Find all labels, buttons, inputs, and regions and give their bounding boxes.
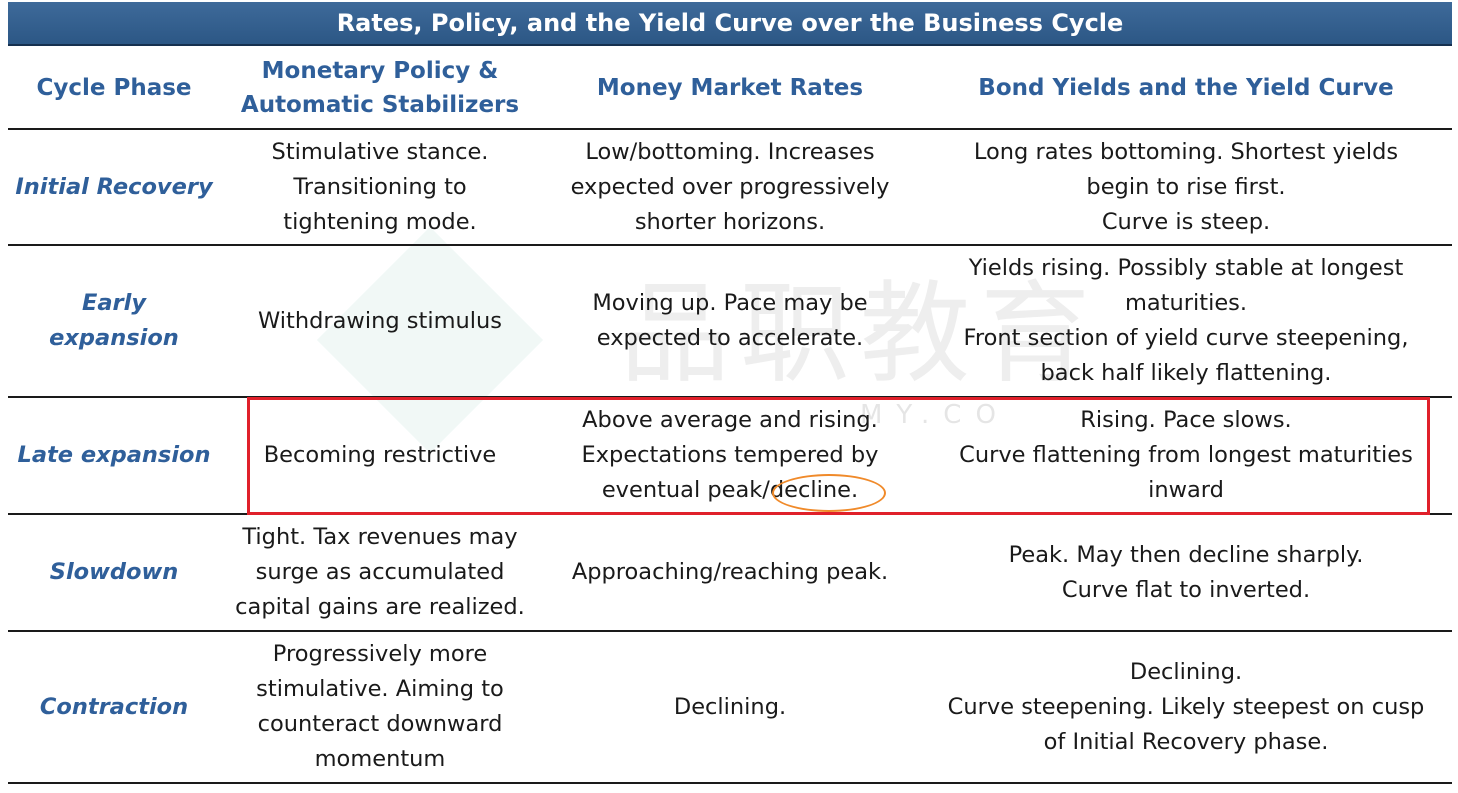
business-cycle-table: Cycle Phase Monetary Policy & Automatic … [8, 48, 1452, 784]
bond-yield-cell: Peak. May then decline sharply. Curve fl… [1008, 541, 1364, 603]
phase-cell: Early expansion [49, 290, 179, 351]
table-row-initial-recovery: Initial Recovery Stimulative stance. Tra… [8, 130, 1452, 246]
table-row-contraction: Contraction Progressively more stimulati… [8, 632, 1452, 784]
policy-cell: Withdrawing stimulus [258, 307, 502, 334]
phase-cell: Late expansion [17, 442, 211, 468]
phase-cell: Contraction [39, 693, 189, 720]
phase-cell: Slowdown [49, 559, 179, 585]
money-market-cell: Moving up. Pace may be expected to accel… [592, 290, 868, 351]
column-header-monetary-policy: Monetary Policy & Automatic Stabilizers [240, 58, 520, 118]
phase-cell: Initial Recovery [15, 173, 213, 200]
bond-yield-cell: Long rates bottoming. Shortest yields be… [973, 138, 1399, 235]
money-market-cell: Declining. [673, 693, 787, 720]
table-header-row: Cycle Phase Monetary Policy & Automatic … [8, 48, 1452, 130]
table-title: Rates, Policy, and the Yield Curve over … [8, 2, 1452, 46]
policy-cell: Stimulative stance. Transitioning to tig… [271, 138, 489, 235]
column-header-money-market-rates: Money Market Rates [596, 75, 864, 101]
table-row-early-expansion: Early expansion Withdrawing stimulus Mov… [8, 246, 1452, 398]
column-header-cycle-phase: Cycle Phase [36, 75, 192, 101]
bond-yield-cell: Rising. Pace slows. Curve flattening fro… [959, 407, 1413, 503]
policy-cell: Becoming restrictive [263, 442, 497, 468]
money-market-cell: Above average and rising. Expectations t… [581, 407, 879, 503]
bond-yield-cell: Declining. Curve steepening. Likely stee… [947, 658, 1425, 755]
bond-yield-cell: Yields rising. Possibly stable at longes… [963, 255, 1409, 386]
table-row-late-expansion: Late expansion Becoming restrictive Abov… [8, 398, 1452, 515]
policy-cell: Progressively more stimulative. Aiming t… [256, 641, 504, 772]
money-market-cell: Low/bottoming. Increases expected over p… [570, 138, 890, 235]
column-header-bond-yields: Bond Yields and the Yield Curve [978, 75, 1394, 101]
policy-cell: Tight. Tax revenues may surge as accumul… [235, 524, 525, 620]
table-row-slowdown: Slowdown Tight. Tax revenues may surge a… [8, 515, 1452, 632]
money-market-cell: Approaching/reaching peak. [571, 559, 889, 585]
